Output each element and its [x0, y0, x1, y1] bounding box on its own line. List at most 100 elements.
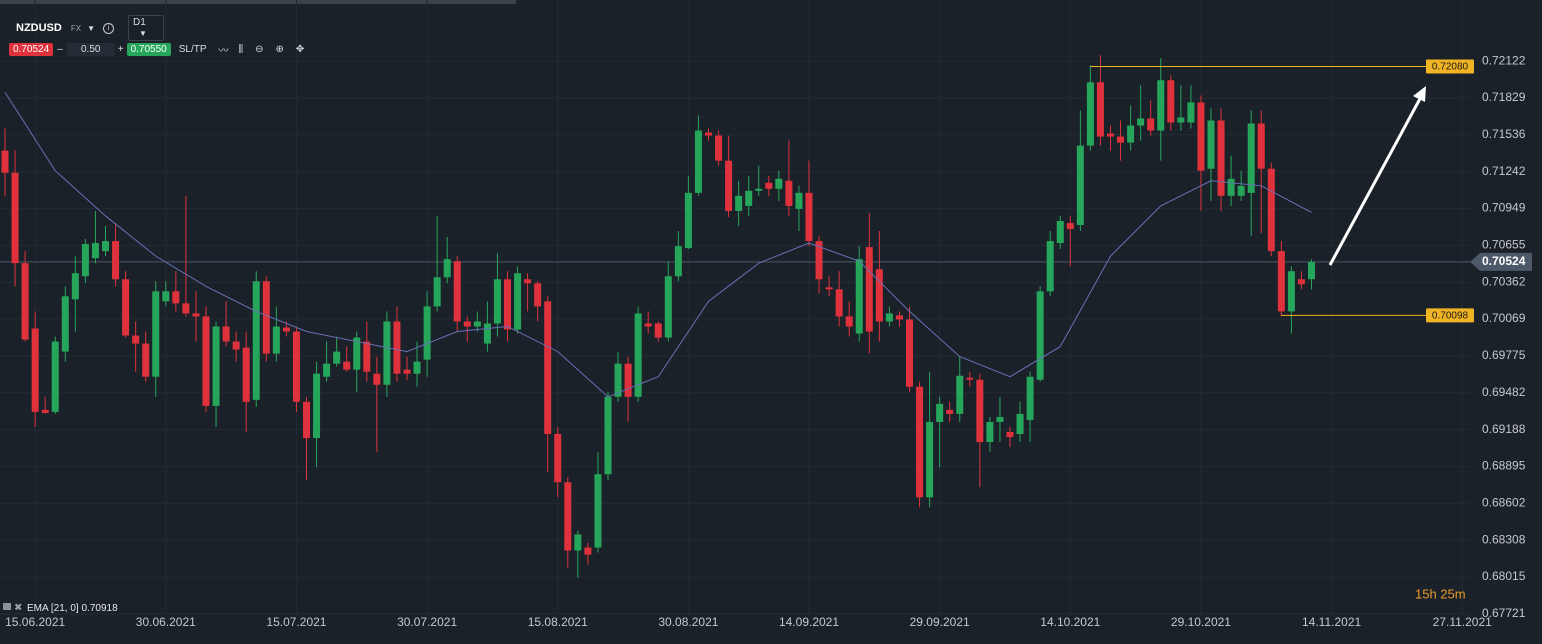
top-bar: [0, 0, 516, 4]
candle-body: [192, 313, 200, 317]
candle-body: [1297, 279, 1305, 285]
candle-timer: 15h 25m: [1415, 586, 1466, 601]
candle-tool[interactable]: ⫼: [238, 43, 244, 55]
y-tick-label: 0.69482: [1482, 385, 1526, 399]
zoom-in[interactable]: ⊕: [275, 43, 284, 55]
minus-button[interactable]: –: [57, 43, 63, 55]
candle-body: [715, 135, 723, 161]
y-tick-label: 0.70655: [1482, 238, 1526, 252]
candle-body: [1127, 125, 1135, 143]
candle-body: [383, 321, 391, 385]
candle-body: [765, 182, 773, 189]
candle-body: [574, 534, 582, 551]
candle-body: [1036, 291, 1044, 380]
candle-body: [1066, 222, 1074, 230]
marks-layer: [0, 55, 1470, 578]
volume-input[interactable]: 0.50: [66, 42, 115, 56]
candle-body: [1167, 80, 1175, 123]
candle-body: [976, 379, 984, 443]
candle-body: [835, 289, 843, 317]
zoom-out[interactable]: ⊖: [255, 43, 264, 55]
info-button[interactable]: i: [103, 22, 114, 34]
candle-body: [373, 373, 381, 385]
y-tick-label: 0.68015: [1482, 569, 1526, 583]
candle-body: [694, 130, 702, 193]
candle-body: [463, 321, 471, 327]
x-tick-label: 14.10.2021: [1040, 615, 1100, 629]
y-tick-label: 0.70949: [1482, 201, 1526, 215]
candle-body: [664, 276, 672, 338]
symbol[interactable]: NZDUSD: [16, 22, 62, 34]
buy-button[interactable]: 0.70550: [126, 42, 171, 56]
candle-body: [1277, 251, 1285, 312]
candle-body: [41, 409, 49, 413]
level-tag: [1426, 308, 1474, 323]
candle-body: [1006, 431, 1014, 438]
candle-body: [483, 323, 491, 344]
indicator-legend: ✖ EMA [21, 0] 0.70918: [3, 603, 118, 614]
candle-body: [202, 316, 210, 406]
candle-body: [343, 361, 351, 370]
candle-body: [1147, 118, 1155, 131]
y-tick-label: 0.68602: [1482, 496, 1526, 510]
candle-body: [1177, 117, 1185, 123]
candle-body: [1217, 120, 1225, 196]
candle-body: [785, 180, 793, 206]
candle-body: [895, 315, 903, 320]
candle-body: [262, 281, 270, 354]
market: FX: [70, 23, 82, 33]
plus-button[interactable]: +: [117, 43, 124, 55]
line-tool[interactable]: 〰: [218, 45, 229, 57]
level-label: 0.70098: [1432, 311, 1469, 322]
candle-body: [966, 377, 974, 380]
grid-layer: [0, 0, 1470, 614]
candle-body: [81, 244, 89, 277]
sltp-button[interactable]: SL/TP: [178, 43, 207, 55]
x-tick-label: 30.06.2021: [136, 615, 196, 629]
candle-body: [1257, 123, 1265, 169]
candle-body: [333, 351, 341, 364]
arrow-line: [1328, 94, 1424, 266]
candle-body: [252, 281, 260, 400]
toolbar-row-1: NZDUSD FX ▼ i D1 ▼: [16, 15, 164, 41]
price-tag: [1470, 252, 1532, 271]
candle-body: [594, 474, 602, 548]
candle-body: [31, 328, 39, 412]
candle-body: [1247, 123, 1255, 193]
candle-body: [1267, 168, 1275, 252]
candle-body: [1308, 261, 1315, 280]
y-tick-label: 0.69188: [1482, 422, 1526, 436]
legend-close[interactable]: ✖: [14, 603, 22, 614]
candle-body: [102, 241, 109, 252]
timeframe-select[interactable]: D1 ▼: [128, 15, 164, 41]
current-price-label: 0.70524: [1482, 254, 1526, 268]
candle-body: [875, 269, 883, 322]
candle-body: [524, 279, 532, 284]
candle-body: [393, 321, 401, 374]
candle-body: [725, 160, 733, 211]
candle-body: [644, 323, 652, 327]
candle-body: [1026, 376, 1034, 420]
sell-button[interactable]: 0.70524: [9, 42, 54, 56]
candle-body: [473, 321, 481, 327]
level-tag: [1426, 59, 1474, 74]
candle-body: [21, 263, 29, 340]
crosshair-tool[interactable]: ✥: [295, 43, 305, 55]
candle-body: [654, 323, 662, 338]
x-tick-label: 29.10.2021: [1171, 615, 1231, 629]
symbol-dropdown[interactable]: ▼: [87, 23, 95, 33]
arrow-head: [1413, 86, 1426, 102]
timeframe-arrow: ▼: [139, 29, 147, 38]
x-tick-label: 15.07.2021: [266, 615, 326, 629]
y-tick-label: 0.68308: [1482, 532, 1526, 546]
candle-body: [1107, 133, 1114, 137]
candle-body: [1137, 118, 1145, 126]
x-tick-label: 15.08.2021: [528, 615, 588, 629]
candle-body: [906, 319, 913, 387]
y-tick-label: 0.67721: [1482, 606, 1526, 620]
candle-body: [1096, 82, 1104, 137]
candle-body: [1287, 271, 1295, 312]
candle-body: [433, 277, 441, 307]
